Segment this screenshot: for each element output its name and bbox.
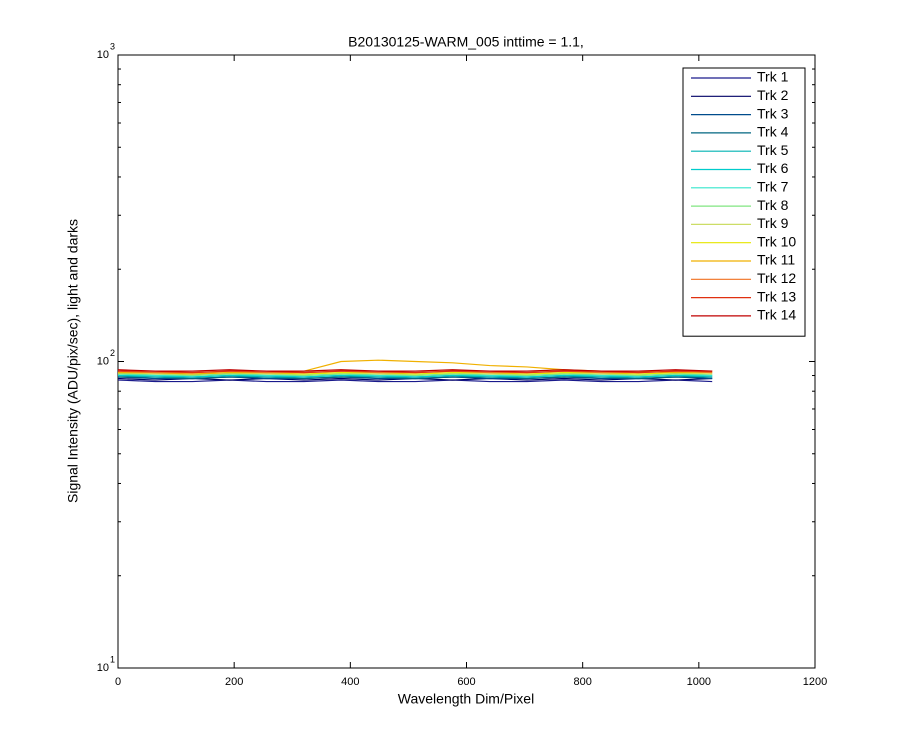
legend-label: Trk 3	[757, 105, 789, 121]
x-tick-label: 600	[457, 676, 475, 688]
legend-label: Trk 4	[757, 124, 789, 140]
x-tick-label: 200	[225, 676, 243, 688]
legend-label: Trk 2	[757, 87, 789, 103]
x-tick-label: 800	[573, 676, 591, 688]
y-tick-exponent: 1	[110, 654, 115, 664]
legend-box	[682, 67, 806, 337]
x-tick-label: 400	[341, 676, 359, 688]
y-tick-label: 10	[97, 49, 109, 61]
legend-label: Trk 14	[757, 307, 796, 323]
chart-title: B20130125-WARM_005 inttime = 1.1,	[348, 34, 584, 50]
legend-label: Trk 12	[757, 270, 796, 286]
legend-label: Trk 11	[757, 252, 795, 268]
legend-label: Trk 7	[757, 179, 789, 195]
y-tick-label: 10	[97, 355, 109, 367]
legend-label: Trk 13	[757, 288, 796, 304]
x-tick-label: 1200	[803, 676, 827, 688]
legend-label: Trk 9	[757, 215, 789, 231]
legend-label: Trk 5	[757, 142, 789, 158]
x-tick-label: 1000	[687, 676, 711, 688]
y-axis-label: Signal Intensity (ADU/pix/sec), light an…	[65, 219, 81, 503]
x-tick-label: 0	[115, 676, 121, 688]
legend-label: Trk 1	[757, 69, 789, 85]
y-tick-label: 10	[97, 662, 109, 674]
series-line	[117, 379, 713, 383]
series-line	[117, 369, 713, 372]
legend-label: Trk 10	[757, 233, 796, 249]
y-tick-exponent: 2	[110, 348, 115, 358]
legend-label: Trk 6	[757, 160, 789, 176]
x-axis-label: Wavelength Dim/Pixel	[398, 691, 534, 707]
y-tick-exponent: 3	[110, 41, 115, 51]
legend-label: Trk 8	[757, 197, 789, 213]
